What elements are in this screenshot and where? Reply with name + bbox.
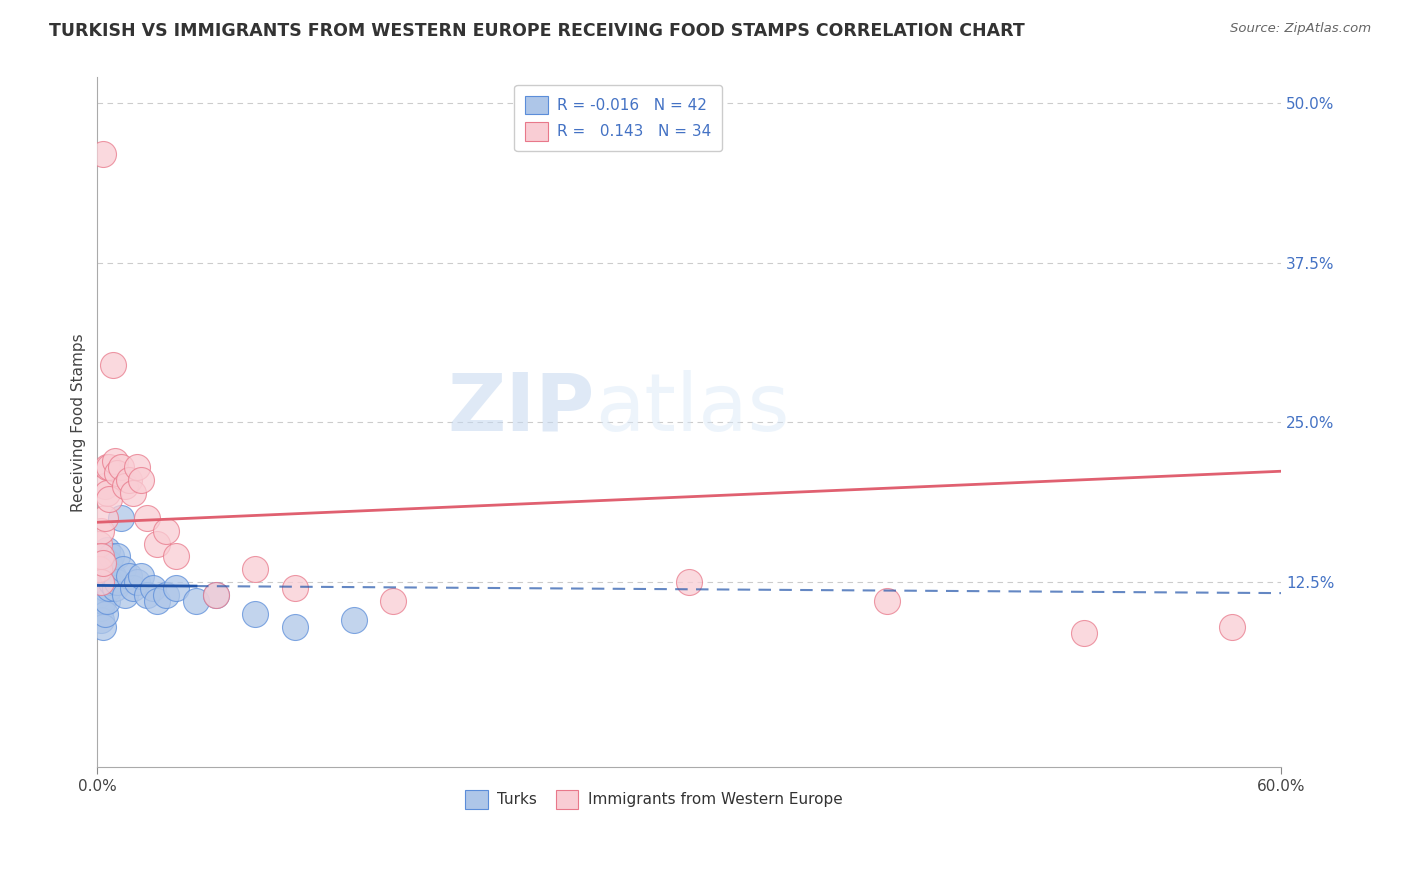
Point	[89, 588, 111, 602]
Point	[96, 543, 118, 558]
Point	[89, 562, 111, 576]
Point	[94, 582, 117, 596]
Point	[245, 607, 267, 621]
Point	[125, 460, 148, 475]
Point	[155, 588, 177, 602]
Point	[91, 147, 114, 161]
Point	[145, 594, 167, 608]
Point	[100, 549, 122, 564]
Point	[90, 582, 112, 596]
Point	[98, 582, 121, 596]
Point	[876, 594, 898, 608]
Point	[101, 568, 124, 582]
Point	[135, 588, 157, 602]
Point	[145, 537, 167, 551]
Point	[94, 607, 117, 621]
Point	[101, 358, 124, 372]
Point	[118, 568, 141, 582]
Point	[105, 549, 128, 564]
Point	[129, 473, 152, 487]
Point	[91, 549, 114, 564]
Point	[125, 574, 148, 589]
Point	[90, 574, 112, 589]
Point	[110, 511, 132, 525]
Point	[122, 582, 145, 596]
Y-axis label: Receiving Food Stamps: Receiving Food Stamps	[72, 333, 86, 512]
Point	[165, 582, 187, 596]
Point	[1220, 620, 1243, 634]
Point	[91, 620, 114, 634]
Point	[98, 460, 121, 475]
Point	[678, 574, 700, 589]
Point	[91, 556, 114, 570]
Point	[142, 582, 165, 596]
Point	[135, 511, 157, 525]
Point	[94, 479, 117, 493]
Point	[284, 582, 307, 596]
Text: Source: ZipAtlas.com: Source: ZipAtlas.com	[1230, 22, 1371, 36]
Point	[89, 562, 111, 576]
Point	[90, 524, 112, 538]
Point	[184, 594, 207, 608]
Point	[155, 524, 177, 538]
Point	[94, 511, 117, 525]
Point	[114, 479, 136, 493]
Point	[122, 485, 145, 500]
Text: ZIP: ZIP	[447, 369, 595, 448]
Point	[110, 460, 132, 475]
Point	[98, 556, 121, 570]
Point	[104, 582, 127, 596]
Point	[96, 460, 118, 475]
Text: atlas: atlas	[595, 369, 789, 448]
Point	[90, 600, 112, 615]
Point	[100, 574, 122, 589]
Point	[105, 574, 128, 589]
Point	[98, 491, 121, 506]
Point	[284, 620, 307, 634]
Point	[90, 556, 112, 570]
Point	[382, 594, 405, 608]
Point	[89, 574, 111, 589]
Legend: Turks, Immigrants from Western Europe: Turks, Immigrants from Western Europe	[460, 784, 849, 814]
Point	[204, 588, 226, 602]
Point	[91, 594, 114, 608]
Point	[118, 473, 141, 487]
Point	[114, 588, 136, 602]
Point	[104, 453, 127, 467]
Point	[1073, 626, 1095, 640]
Point	[90, 613, 112, 627]
Point	[96, 485, 118, 500]
Point	[96, 568, 118, 582]
Point	[91, 568, 114, 582]
Point	[129, 568, 152, 582]
Point	[96, 594, 118, 608]
Point	[245, 562, 267, 576]
Point	[94, 556, 117, 570]
Text: TURKISH VS IMMIGRANTS FROM WESTERN EUROPE RECEIVING FOOD STAMPS CORRELATION CHAR: TURKISH VS IMMIGRANTS FROM WESTERN EUROP…	[49, 22, 1025, 40]
Point	[89, 537, 111, 551]
Point	[111, 562, 134, 576]
Point	[90, 549, 112, 564]
Point	[343, 613, 366, 627]
Point	[105, 467, 128, 481]
Point	[165, 549, 187, 564]
Point	[204, 588, 226, 602]
